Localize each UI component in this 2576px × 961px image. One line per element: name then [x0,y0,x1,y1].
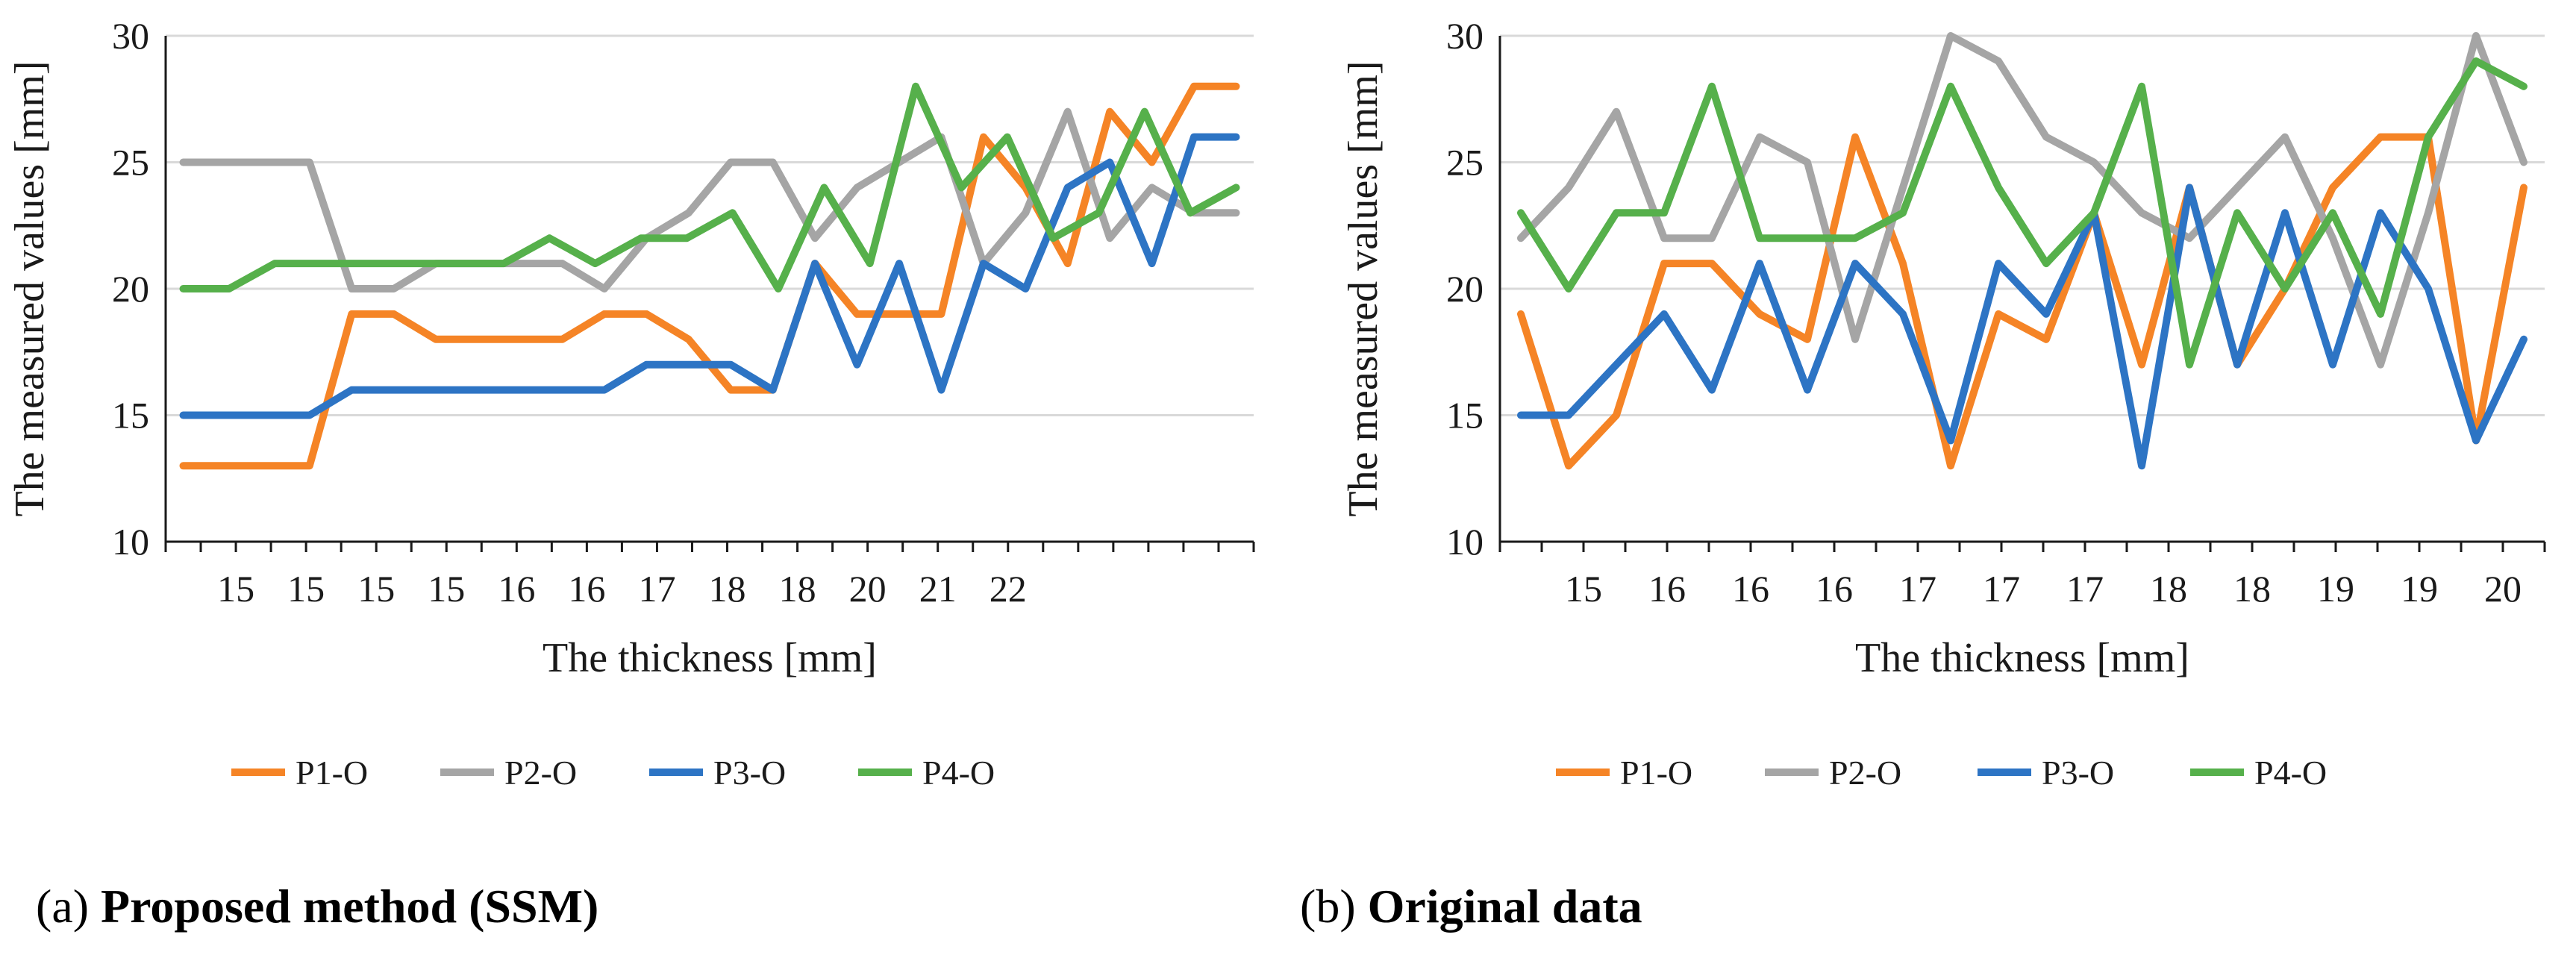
x-tick-label: 17 [2066,568,2104,610]
caption-b: (b) Original data [1300,879,1642,934]
legend-label-p4-o: P4-O [2254,754,2327,792]
y-tick-label: 15 [1446,395,1484,436]
chart-a: 10 15 20 25 30 15 15 15 15 16 16 17 18 18 20 21 22 The me… [7,15,1255,792]
x-tick-label: 15 [1565,568,1602,610]
y-tick-label: 15 [112,395,149,436]
caption-a: (a) Proposed method (SSM) [36,879,598,934]
x-tick-label: 20 [849,568,887,610]
x-tick-label: 21 [919,568,957,610]
x-tick-label: 16 [568,568,605,610]
x-tick-label: 15 [217,568,254,610]
series-line-p2-o [1517,32,2527,369]
x-tick-label: 16 [1732,568,1769,610]
y-tick-label: 25 [112,142,149,184]
x-tick-label: 16 [1648,568,1686,610]
x-tick-label: 18 [2233,568,2271,610]
x-tick-label: 17 [1983,568,2020,610]
legend-label-p1-o: P1-O [1620,754,1692,792]
y-tick-label: 20 [1446,268,1484,310]
x-tick-label: 19 [2401,568,2438,610]
caption-a-text: Proposed method (SSM) [101,880,599,933]
x-tick-label: 18 [2150,568,2187,610]
x-tick-label: 17 [1899,568,1936,610]
x-axis-title: The thickness [mm] [1855,635,2189,681]
series-line-p4-o [179,82,1240,292]
y-axis-title: The measured values [mm] [7,60,53,516]
series-line-p3-o [179,133,1240,419]
legend-label-p3-o: P3-O [713,754,786,792]
x-tick-label: 22 [990,568,1027,610]
x-tick-label: 19 [2317,568,2354,610]
legend-label-p3-o: P3-O [2042,754,2114,792]
x-tick-label: 17 [638,568,675,610]
legend-a: P1-O P2-O P3-O P4-O [231,754,995,792]
legend-label-p2-o: P2-O [504,754,577,792]
legend-label-p1-o: P1-O [296,754,368,792]
y-tick-label: 25 [1446,142,1484,184]
x-tick-label: 15 [287,568,325,610]
chart-b: 10 15 20 25 30 15 16 16 16 17 17 17 18 18 19 19 20 The me… [1340,15,2546,792]
y-tick-label: 30 [1446,15,1484,57]
legend-label-p4-o: P4-O [922,754,995,792]
caption-a-label: (a) [36,880,90,933]
legend-label-p2-o: P2-O [1829,754,1901,792]
x-tick-label: 18 [709,568,746,610]
x-tick-label: 16 [498,568,535,610]
caption-b-label: (b) [1300,880,1356,933]
x-axis-title: The thickness [mm] [543,635,877,681]
y-tick-label: 30 [112,15,149,57]
legend-b: P1-O P2-O P3-O P4-O [1556,754,2327,792]
x-tick-label: 15 [357,568,395,610]
y-tick-label: 20 [112,268,149,310]
series-line-p1-o [1517,133,2527,470]
x-tick-label: 16 [1816,568,1853,610]
caption-b-text: Original data [1367,880,1642,933]
series-line-p3-o [1517,184,2527,470]
y-tick-label: 10 [112,521,149,563]
series-line-p4-o [1517,57,2527,369]
x-tick-label: 15 [428,568,465,610]
y-tick-label: 10 [1446,521,1484,563]
series-line-p2-o [179,107,1240,292]
y-axis-title: The measured values [mm] [1340,60,1387,516]
x-tick-label: 20 [2484,568,2522,610]
x-tick-label: 18 [779,568,816,610]
